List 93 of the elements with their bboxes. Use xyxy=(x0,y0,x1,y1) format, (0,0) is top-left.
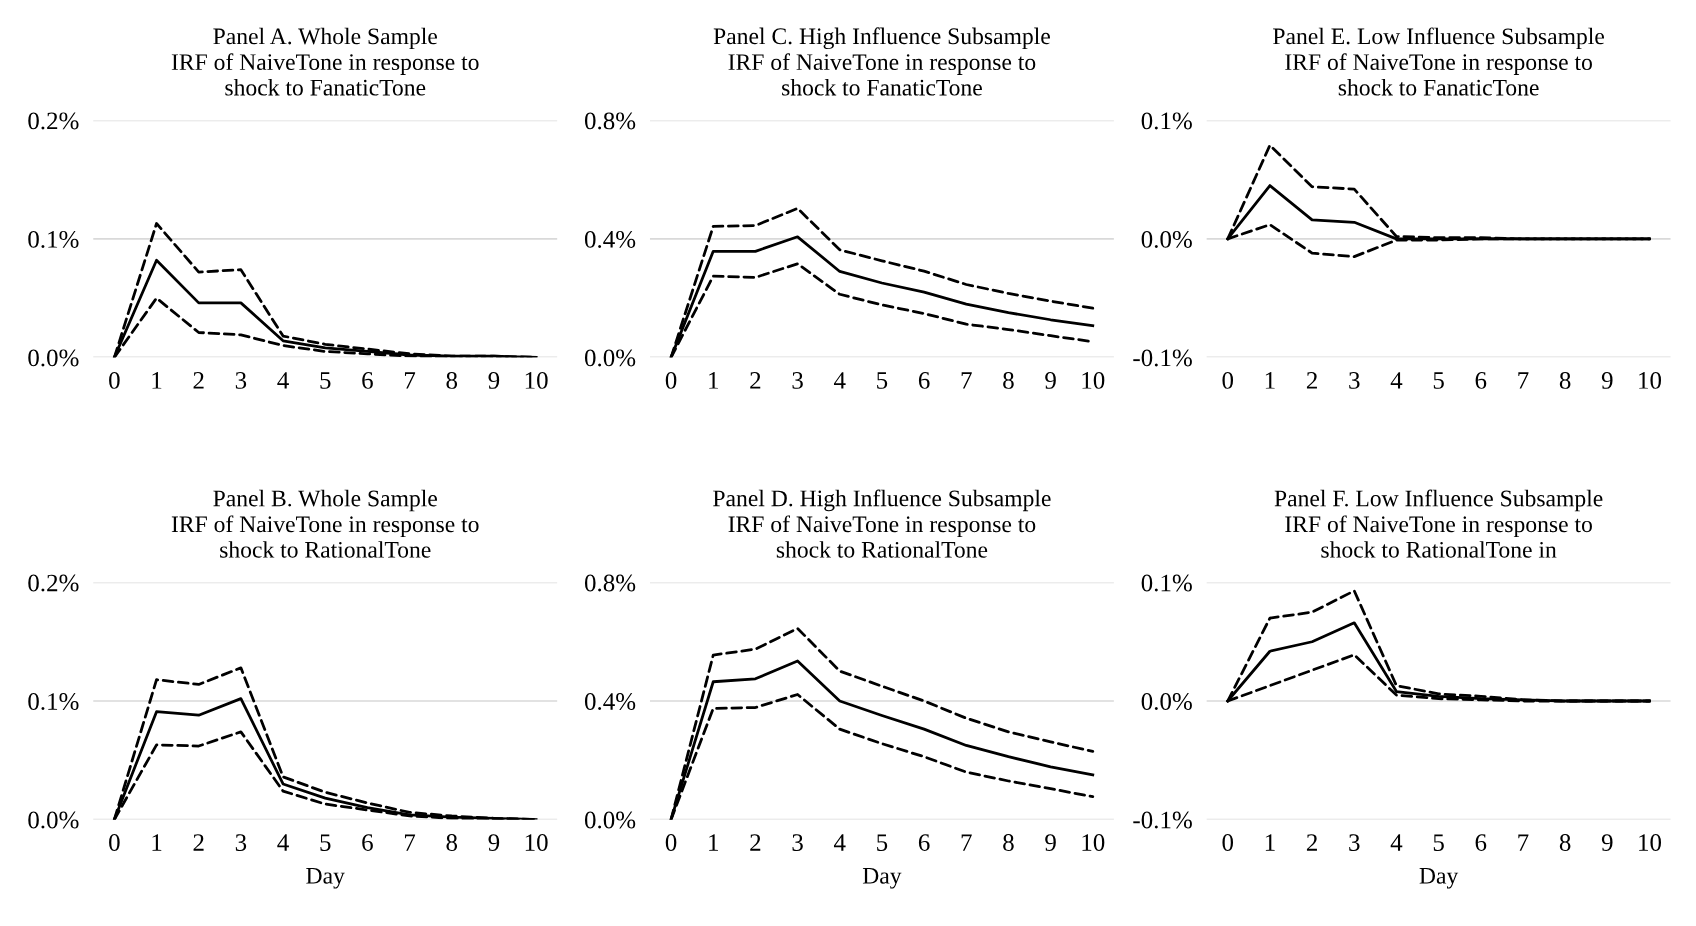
x-tick-label: 8 xyxy=(1003,371,1014,389)
x-tick-label: 0 xyxy=(109,834,120,851)
x-tick-label: 10 xyxy=(1639,834,1662,851)
chart-title: Panel F. Low Influence Subsample IRF of NaiveTone in response to shock to RationalTone in xyxy=(1274,489,1603,558)
x-tick-label: 2 xyxy=(750,372,761,389)
y-tick-label: 0.2% xyxy=(28,112,79,130)
x-tick-label: 7 xyxy=(1518,372,1529,389)
y-tick-label: 0.0% xyxy=(1141,693,1192,711)
x-tick-label: 5 xyxy=(1433,372,1444,389)
x-tick-label: 3 xyxy=(1349,372,1360,389)
y-tick-label: 0.8% xyxy=(584,112,636,130)
x-tick-label: 3 xyxy=(235,372,247,389)
y-tick-label: 0.0% xyxy=(584,811,636,829)
x-tick-label: 1 xyxy=(709,372,718,389)
y-tick-label: 0.0% xyxy=(584,349,636,367)
x-tick-label: 9 xyxy=(1601,834,1613,851)
y-tick-label: 0.1% xyxy=(28,693,79,711)
y-tick-label: 0.4% xyxy=(584,693,636,711)
y-tick-label: 0.0% xyxy=(1141,230,1192,248)
x-tick-label: 4 xyxy=(277,372,289,389)
x-tick-label: 6 xyxy=(918,834,930,851)
chart-title: Panel A. Whole Sample IRF of NaiveTone in response to shock to FanaticTone xyxy=(171,27,479,96)
x-tick-label: 3 xyxy=(1349,834,1360,851)
x-tick-label: 0 xyxy=(665,371,677,389)
x-tick-label: 4 xyxy=(833,372,846,389)
x-tick-label: 10 xyxy=(1082,371,1105,389)
x-tick-label: 2 xyxy=(1306,834,1317,851)
x-tick-label: 7 xyxy=(404,372,416,389)
x-tick-label: 4 xyxy=(833,834,846,851)
x-tick-label: 1 xyxy=(709,834,718,851)
x-tick-label: 7 xyxy=(404,834,416,851)
y-tick-label: 0.4% xyxy=(584,230,636,248)
x-tick-label: 5 xyxy=(877,372,888,389)
chart-title: Panel C. High Influence Subsample IRF of NaiveTone in response to shock to FanaticTone xyxy=(713,27,1050,96)
x-tick-label: 9 xyxy=(1045,372,1056,389)
x-tick-label: 9 xyxy=(488,372,500,389)
y-tick-label: 0.8% xyxy=(584,574,636,592)
x-tick-label: 1 xyxy=(152,372,162,389)
x-tick-label: 9 xyxy=(1601,372,1613,389)
x-tick-label: 2 xyxy=(750,834,761,851)
y-tick-label: 0.0% xyxy=(28,811,79,829)
x-tick-label: 0 xyxy=(1222,371,1234,389)
x-tick-label: 4 xyxy=(1390,372,1403,389)
x-tick-label: 5 xyxy=(877,834,888,851)
y-tick-label: 0.1% xyxy=(1141,112,1192,130)
chart-title: Panel D. High Influence Subsample IRF of NaiveTone in response to shock to RationalTone xyxy=(713,489,1051,558)
y-tick-label: 0.0% xyxy=(28,349,79,367)
y-tick-label: 0.2% xyxy=(28,574,79,592)
y-tick-label: 0.1% xyxy=(28,230,79,248)
x-tick-label: 9 xyxy=(1045,834,1056,851)
x-tick-label: 7 xyxy=(961,372,972,389)
x-axis-title: Day xyxy=(862,868,902,889)
x-tick-label: 3 xyxy=(235,834,247,851)
y-tick-label: -0.1% xyxy=(1133,811,1192,829)
x-tick-label: 6 xyxy=(1475,372,1487,389)
x-tick-label: 2 xyxy=(1306,372,1317,389)
x-tick-label: 1 xyxy=(1265,834,1275,851)
x-tick-label: 10 xyxy=(525,834,548,851)
x-tick-label: 0 xyxy=(1222,834,1234,851)
x-tick-label: 6 xyxy=(362,834,373,851)
x-tick-label: 5 xyxy=(1433,834,1444,851)
x-axis-title: Day xyxy=(1419,868,1459,889)
x-axis-title: Day xyxy=(306,868,345,889)
x-tick-label: 8 xyxy=(446,834,458,851)
x-tick-label: 2 xyxy=(193,372,204,389)
x-tick-label: 10 xyxy=(1639,371,1662,389)
x-tick-label: 8 xyxy=(1003,834,1014,851)
x-tick-label: 7 xyxy=(1518,834,1529,851)
x-tick-label: 6 xyxy=(362,372,373,389)
x-tick-label: 8 xyxy=(1559,371,1571,389)
x-tick-label: 5 xyxy=(320,834,331,851)
x-tick-label: 5 xyxy=(320,372,331,389)
x-tick-label: 2 xyxy=(193,834,204,851)
x-tick-label: 8 xyxy=(446,371,458,389)
x-tick-label: 8 xyxy=(1559,834,1571,851)
chart-title: Panel E. Low Influence Subsample IRF of NaiveTone in response to shock to FanaticTone xyxy=(1273,27,1605,96)
y-tick-label: -0.1% xyxy=(1133,349,1192,367)
x-tick-label: 9 xyxy=(488,834,500,851)
x-tick-label: 6 xyxy=(918,372,930,389)
x-tick-label: 1 xyxy=(1265,372,1275,389)
x-tick-label: 6 xyxy=(1475,834,1487,851)
x-tick-label: 3 xyxy=(792,372,803,389)
x-tick-label: 4 xyxy=(1390,834,1403,851)
chart-title: Panel B. Whole Sample IRF of NaiveTone in response to shock to RationalTone xyxy=(171,489,479,558)
x-tick-label: 10 xyxy=(525,371,548,389)
x-tick-label: 0 xyxy=(109,371,120,389)
x-tick-label: 1 xyxy=(152,834,162,851)
x-tick-label: 7 xyxy=(961,834,972,851)
x-tick-label: 10 xyxy=(1082,834,1105,851)
x-tick-label: 3 xyxy=(792,834,803,851)
x-tick-label: 0 xyxy=(665,834,677,851)
y-tick-label: 0.1% xyxy=(1141,574,1192,592)
x-tick-label: 4 xyxy=(277,834,289,851)
